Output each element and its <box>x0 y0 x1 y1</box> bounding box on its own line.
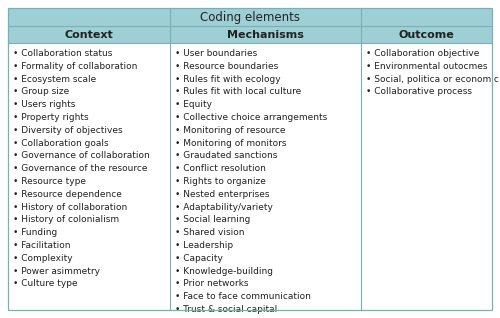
Text: • History of collaboration: • History of collaboration <box>13 203 127 211</box>
Text: • Social, politica or economic: • Social, politica or economic <box>366 75 499 84</box>
Text: • Knowledge-building: • Knowledge-building <box>175 266 273 276</box>
Text: • Rights to organize: • Rights to organize <box>175 177 266 186</box>
Text: • Face to face communication: • Face to face communication <box>175 292 311 301</box>
Text: • Shared vision: • Shared vision <box>175 228 244 237</box>
Bar <box>170 43 362 310</box>
Text: • Property rights: • Property rights <box>13 113 88 122</box>
Text: • Complexity: • Complexity <box>13 254 72 263</box>
Text: Coding elements: Coding elements <box>200 10 300 24</box>
Text: • Diversity of objectives: • Diversity of objectives <box>13 126 122 135</box>
Text: • Collaboration status: • Collaboration status <box>13 49 112 58</box>
Text: • Group size: • Group size <box>13 87 69 96</box>
Text: • Capacity: • Capacity <box>175 254 223 263</box>
Text: • Prior networks: • Prior networks <box>175 280 248 288</box>
Text: • Collaboration goals: • Collaboration goals <box>13 139 108 148</box>
Bar <box>8 26 170 43</box>
Text: • Collaborative process: • Collaborative process <box>366 87 472 96</box>
Text: • Trust & social capital: • Trust & social capital <box>175 305 278 314</box>
Text: • Resource dependence: • Resource dependence <box>13 190 122 199</box>
Text: • History of colonialism: • History of colonialism <box>13 215 119 225</box>
Text: • Monitoring of resource: • Monitoring of resource <box>175 126 286 135</box>
Text: • Adaptability/variety: • Adaptability/variety <box>175 203 273 211</box>
Bar <box>8 8 492 26</box>
Text: • Conflict resolution: • Conflict resolution <box>175 164 266 173</box>
Text: • Users rights: • Users rights <box>13 100 76 109</box>
Text: • Resource type: • Resource type <box>13 177 86 186</box>
Text: • Collaboration objective: • Collaboration objective <box>366 49 480 58</box>
Bar <box>362 26 492 43</box>
Text: • Nested enterprises: • Nested enterprises <box>175 190 270 199</box>
Text: • Collective choice arrangements: • Collective choice arrangements <box>175 113 328 122</box>
Text: Context: Context <box>64 30 114 39</box>
Bar <box>362 43 492 310</box>
Text: • Culture type: • Culture type <box>13 280 78 288</box>
Text: • Resource boundaries: • Resource boundaries <box>175 62 279 71</box>
Text: • Power asimmetry: • Power asimmetry <box>13 266 100 276</box>
Text: • Facilitation: • Facilitation <box>13 241 70 250</box>
Text: Outcome: Outcome <box>399 30 454 39</box>
Text: • Rules fit with local culture: • Rules fit with local culture <box>175 87 302 96</box>
Text: • Ecosystem scale: • Ecosystem scale <box>13 75 96 84</box>
Text: • Equity: • Equity <box>175 100 212 109</box>
Text: • Formality of collaboration: • Formality of collaboration <box>13 62 138 71</box>
Bar <box>170 26 362 43</box>
Text: • Social learning: • Social learning <box>175 215 250 225</box>
Text: • Funding: • Funding <box>13 228 57 237</box>
Text: • Governance of the resource: • Governance of the resource <box>13 164 147 173</box>
Text: • Environmental outocmes: • Environmental outocmes <box>366 62 488 71</box>
Text: • Graudated sanctions: • Graudated sanctions <box>175 151 278 160</box>
Text: • Monitoring of monitors: • Monitoring of monitors <box>175 139 286 148</box>
Text: • Leadership: • Leadership <box>175 241 234 250</box>
Bar <box>8 43 170 310</box>
Text: Mechanisms: Mechanisms <box>228 30 304 39</box>
Text: • Governance of collaboration: • Governance of collaboration <box>13 151 150 160</box>
Text: • Rules fit with ecology: • Rules fit with ecology <box>175 75 281 84</box>
Text: • User boundaries: • User boundaries <box>175 49 258 58</box>
